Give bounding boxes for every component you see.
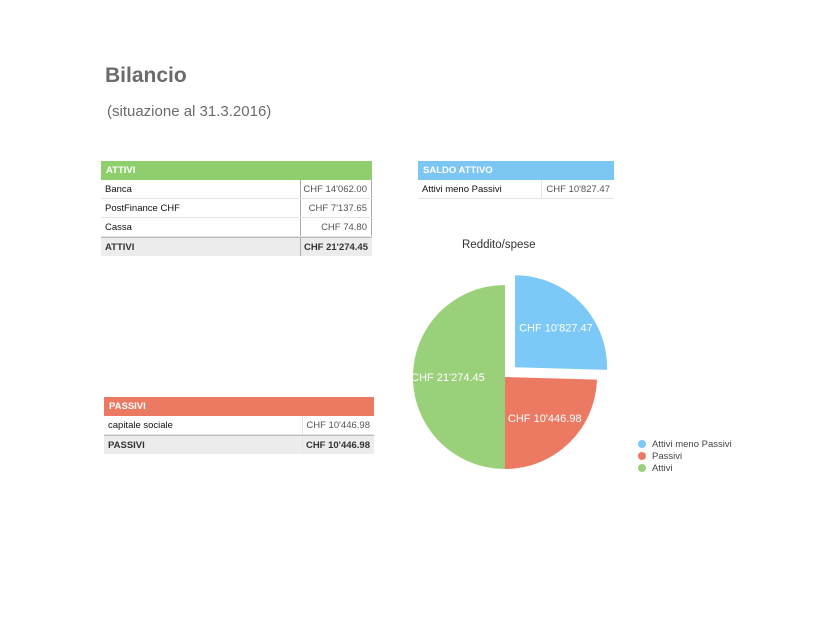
table-row: capitale sociale CHF 10'446.98 [104,416,374,435]
saldo-attivo-table: SALDO ATTIVO Attivi meno Passivi CHF 10'… [418,161,614,199]
legend-swatch [638,440,646,448]
table-row: Banca CHF 14'062.00 [101,180,372,199]
total-label: ATTIVI [105,242,135,253]
pie-slice-attivi-meno-passivi [515,275,608,370]
row-value: CHF 10'446.98 [302,416,374,434]
legend-label: Passivi [652,450,683,462]
row-value: CHF 7'137.65 [300,199,372,217]
row-label: capitale sociale [108,420,173,431]
legend-swatch [638,464,646,472]
attivi-table-header: ATTIVI [101,161,372,180]
passivi-table: PASSIVI capitale sociale CHF 10'446.98 P… [104,397,374,454]
table-total-row: ATTIVI CHF 21'274.45 [101,237,372,256]
passivi-table-header: PASSIVI [104,397,374,416]
total-value: CHF 10'446.98 [302,436,374,454]
table-row: Attivi meno Passivi CHF 10'827.47 [418,180,614,199]
legend-label: Attivi [652,462,673,474]
row-value: CHF 10'827.47 [541,180,614,198]
row-label: PostFinance CHF [105,203,180,214]
table-row: Cassa CHF 74.80 [101,218,372,237]
legend-item: Attivi [638,462,732,474]
pie-slice-label: CHF 21'274.45 [411,372,485,384]
chart-title: Reddito/spese [462,239,536,251]
table-total-row: PASSIVI CHF 10'446.98 [104,435,374,454]
row-label: Banca [105,184,132,195]
table-row: PostFinance CHF CHF 7'137.65 [101,199,372,218]
row-label: Cassa [105,222,132,233]
chart-legend: Attivi meno Passivi Passivi Attivi [638,438,732,474]
total-label: PASSIVI [108,440,145,451]
row-value: CHF 14'062.00 [300,180,372,198]
page-title: Bilancio [105,64,187,87]
legend-label: Attivi meno Passivi [652,438,732,450]
saldo-table-header: SALDO ATTIVO [418,161,614,180]
pie-slice-attivi [412,284,505,469]
total-value: CHF 21'274.45 [300,238,372,256]
legend-item: Passivi [638,450,732,462]
row-label: Attivi meno Passivi [422,184,502,195]
pie-slice-label: CHF 10'827.47 [519,322,593,334]
pie-slice-label: CHF 10'446.98 [508,413,582,425]
legend-swatch [638,452,646,460]
page-subtitle: (situazione al 31.3.2016) [107,103,272,120]
pie-slice-passivi [505,377,597,469]
legend-item: Attivi meno Passivi [638,438,732,450]
row-value: CHF 74.80 [300,218,372,236]
attivi-table: ATTIVI Banca CHF 14'062.00 PostFinance C… [101,161,372,256]
